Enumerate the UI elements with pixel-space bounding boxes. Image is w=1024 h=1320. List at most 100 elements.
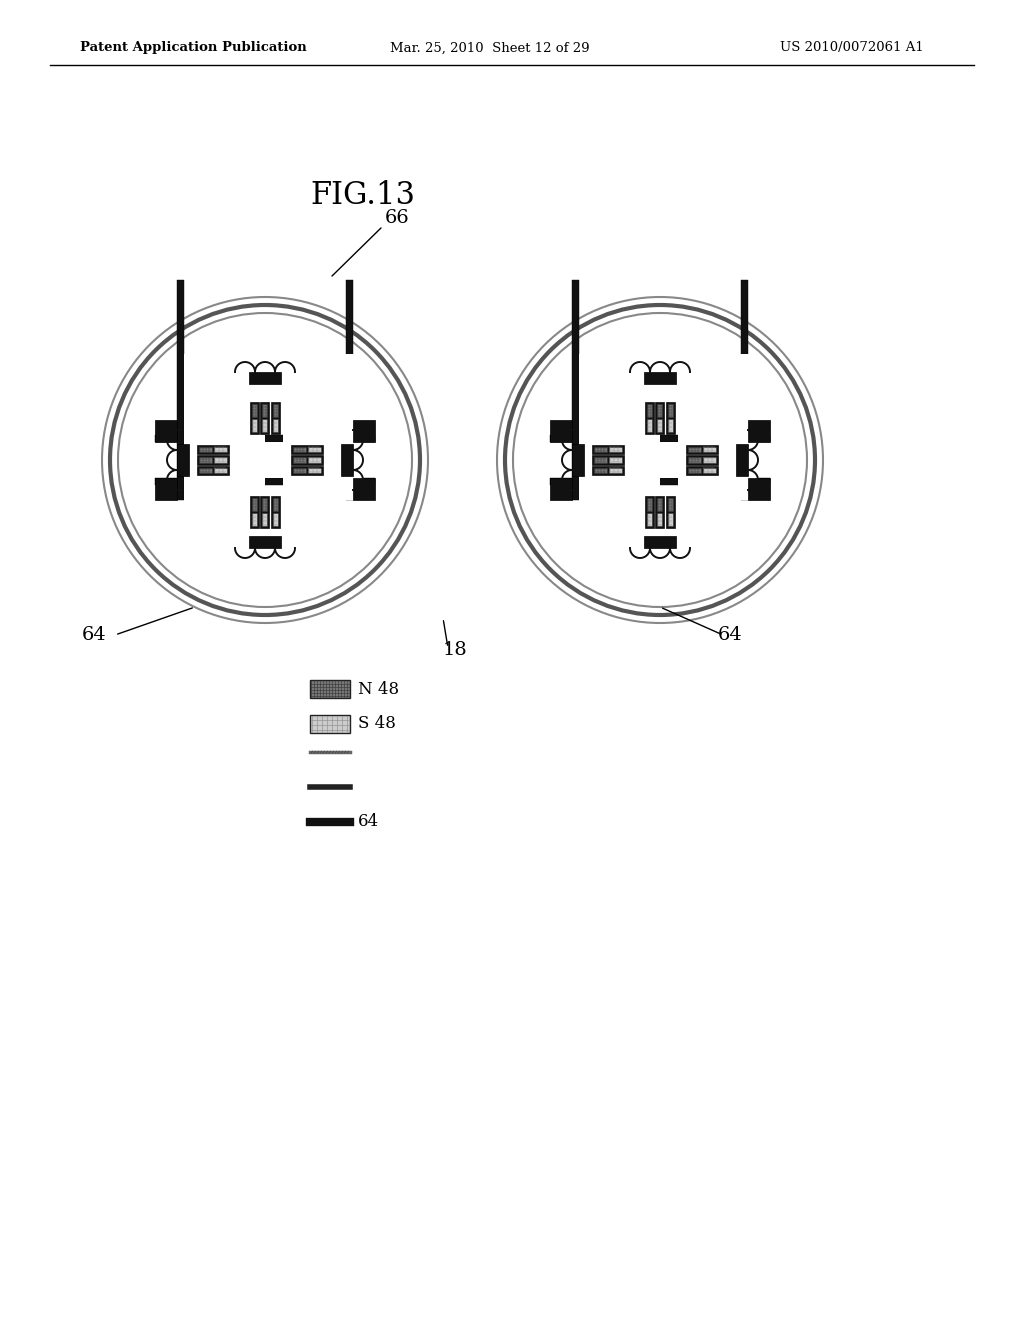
Bar bbox=[678, 420, 759, 500]
Bar bbox=[642, 442, 678, 478]
Bar bbox=[252, 513, 257, 527]
Bar bbox=[214, 457, 226, 463]
Bar bbox=[271, 403, 280, 434]
Bar bbox=[688, 446, 700, 453]
Bar bbox=[644, 536, 676, 548]
Bar bbox=[249, 372, 281, 384]
Bar bbox=[678, 354, 759, 434]
Bar bbox=[291, 466, 323, 475]
Bar bbox=[197, 445, 228, 454]
Text: 18: 18 bbox=[443, 642, 468, 659]
Bar bbox=[655, 496, 665, 528]
Bar bbox=[657, 498, 663, 511]
Text: US 2010/0072061 A1: US 2010/0072061 A1 bbox=[780, 41, 924, 54]
Bar bbox=[550, 420, 572, 442]
Bar bbox=[260, 496, 269, 528]
Bar bbox=[646, 513, 651, 527]
Bar bbox=[668, 498, 673, 511]
Bar bbox=[702, 467, 716, 474]
Bar bbox=[686, 455, 718, 465]
Bar bbox=[272, 498, 278, 511]
Bar bbox=[293, 457, 306, 463]
Bar bbox=[308, 457, 321, 463]
Bar bbox=[580, 420, 660, 500]
Bar bbox=[686, 445, 718, 454]
Text: FIG.13: FIG.13 bbox=[310, 180, 415, 210]
Bar bbox=[177, 280, 184, 500]
Bar bbox=[657, 513, 663, 527]
Bar bbox=[262, 404, 267, 417]
Bar bbox=[308, 446, 321, 453]
Bar bbox=[646, 498, 651, 511]
Bar bbox=[249, 350, 281, 570]
Bar bbox=[572, 280, 580, 500]
Bar bbox=[155, 478, 177, 500]
Bar bbox=[594, 446, 607, 453]
Bar bbox=[291, 455, 323, 465]
Bar bbox=[293, 467, 306, 474]
Bar bbox=[252, 498, 257, 511]
Text: Mar. 25, 2010  Sheet 12 of 29: Mar. 25, 2010 Sheet 12 of 29 bbox=[390, 41, 590, 54]
Bar bbox=[291, 445, 323, 454]
Bar bbox=[580, 354, 660, 434]
Bar bbox=[197, 455, 228, 465]
Bar bbox=[609, 467, 622, 474]
Bar bbox=[736, 444, 748, 477]
Bar bbox=[688, 467, 700, 474]
Bar bbox=[214, 467, 226, 474]
Bar bbox=[702, 446, 716, 453]
Bar bbox=[572, 444, 584, 477]
Text: 66: 66 bbox=[385, 209, 410, 227]
Text: S 48: S 48 bbox=[358, 715, 396, 733]
Bar bbox=[644, 350, 676, 570]
Bar bbox=[646, 404, 651, 417]
Bar bbox=[748, 420, 770, 442]
Text: N 48: N 48 bbox=[358, 681, 399, 697]
Bar bbox=[155, 478, 375, 486]
Bar bbox=[308, 467, 321, 474]
Bar bbox=[666, 403, 675, 434]
Bar bbox=[252, 420, 257, 432]
Bar bbox=[644, 496, 653, 528]
Bar bbox=[250, 496, 259, 528]
Bar bbox=[594, 457, 607, 463]
Bar bbox=[199, 457, 212, 463]
Bar bbox=[550, 434, 770, 442]
Bar bbox=[666, 496, 675, 528]
Bar bbox=[310, 715, 350, 733]
Bar bbox=[346, 280, 353, 500]
Bar bbox=[353, 420, 375, 442]
Bar bbox=[668, 513, 673, 527]
Bar bbox=[550, 478, 770, 486]
Bar bbox=[272, 420, 278, 432]
Bar bbox=[155, 444, 375, 477]
Bar bbox=[550, 478, 572, 500]
Bar bbox=[668, 404, 673, 417]
Bar bbox=[609, 446, 622, 453]
Bar bbox=[155, 420, 177, 442]
Text: 64: 64 bbox=[82, 626, 106, 644]
Bar bbox=[688, 457, 700, 463]
Text: 64: 64 bbox=[358, 813, 379, 830]
Bar bbox=[657, 420, 663, 432]
Bar bbox=[644, 372, 676, 384]
Text: 64: 64 bbox=[718, 626, 742, 644]
Bar bbox=[155, 434, 375, 442]
Bar bbox=[609, 457, 622, 463]
Bar bbox=[740, 280, 748, 500]
Bar bbox=[550, 444, 770, 477]
Bar bbox=[748, 478, 770, 500]
Bar bbox=[247, 442, 283, 478]
Circle shape bbox=[506, 306, 814, 614]
Bar bbox=[310, 680, 350, 698]
Bar bbox=[177, 444, 189, 477]
Bar bbox=[262, 498, 267, 511]
Bar bbox=[184, 354, 265, 434]
Bar bbox=[644, 403, 653, 434]
Bar bbox=[184, 420, 265, 500]
Bar bbox=[214, 446, 226, 453]
Bar bbox=[283, 420, 364, 500]
Bar bbox=[197, 466, 228, 475]
Bar bbox=[655, 403, 665, 434]
Bar bbox=[592, 445, 624, 454]
